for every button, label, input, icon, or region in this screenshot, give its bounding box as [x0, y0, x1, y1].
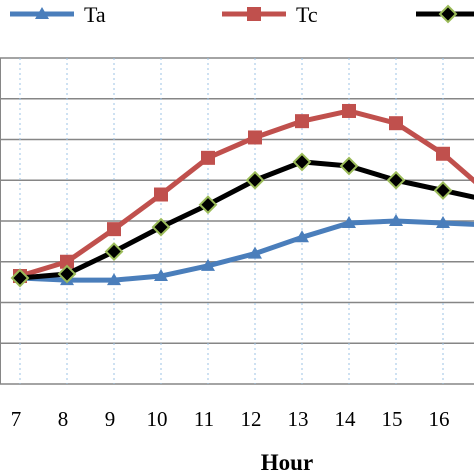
point-ta-9: [107, 273, 121, 286]
x-tick-11: 11: [194, 407, 214, 431]
point-tc-16: [436, 146, 450, 161]
point-tr-10: [151, 217, 171, 237]
gridlines: [0, 57, 474, 385]
point-tr-14: [339, 156, 359, 176]
x-tick-14: 14: [335, 407, 357, 431]
x-tick-7: 7: [11, 407, 22, 431]
legend-entry-tr: Tr: [416, 4, 474, 24]
point-ta-10: [154, 269, 168, 282]
x-tick-15: 15: [382, 407, 403, 431]
x-tick-10: 10: [147, 407, 168, 431]
point-tc-10: [154, 187, 168, 202]
legend-entry-ta: Ta: [10, 2, 106, 27]
vertical-dropdown-lines: [19, 58, 444, 384]
x-tick-16: 16: [429, 407, 450, 431]
legend-label-tc: Tc: [296, 2, 318, 27]
point-ta-13: [295, 230, 309, 243]
legend-label-ta: Ta: [84, 2, 106, 27]
legend-marker-tr: [438, 4, 458, 24]
point-tc-14: [342, 103, 356, 118]
point-tr-15: [386, 170, 406, 190]
point-tc-8: [60, 254, 74, 269]
point-tr-13: [292, 152, 312, 172]
series-layer: [10, 103, 474, 288]
point-tr-12: [245, 170, 265, 190]
series-line-ta: [19, 218, 474, 283]
point-ta-12: [248, 246, 262, 259]
point-tr-7: [10, 268, 30, 288]
point-tr-8: [57, 264, 77, 284]
point-tc-11: [201, 150, 215, 165]
point-ta-11: [201, 258, 215, 271]
x-axis-title: Hour: [261, 450, 313, 474]
series-line-tc: [19, 108, 474, 279]
x-tick-9: 9: [105, 407, 116, 431]
series-tr: [10, 152, 474, 288]
legend-marker-ta: [35, 7, 49, 19]
x-tick-8: 8: [58, 407, 69, 431]
legend-entry-tc: Tc: [222, 2, 318, 27]
x-tick-labels: 789101112131415161718: [11, 407, 450, 431]
point-ta-14: [342, 216, 356, 229]
point-ta-15: [389, 214, 403, 226]
legend: Ta Tc Tr: [10, 2, 474, 27]
series-line-tr: [19, 159, 474, 281]
point-tc-9: [107, 222, 121, 237]
point-tc-13: [295, 114, 309, 129]
x-tick-13: 13: [288, 407, 309, 431]
legend-marker-tc: [247, 7, 261, 21]
point-tr-9: [104, 242, 124, 261]
x-tick-12: 12: [241, 407, 262, 431]
point-ta-16: [436, 216, 450, 229]
point-tc-12: [248, 130, 262, 145]
point-tr-11: [198, 195, 218, 215]
point-tc-15: [389, 116, 403, 131]
point-tr-16: [433, 181, 453, 200]
